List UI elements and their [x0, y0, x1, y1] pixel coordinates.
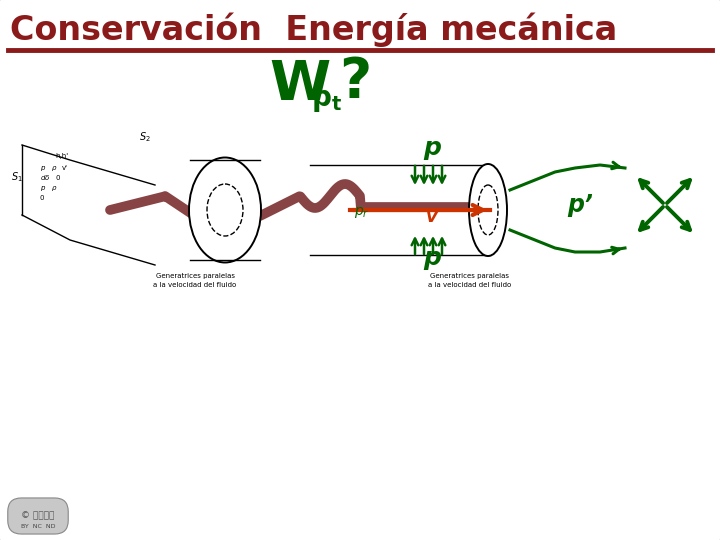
- Text: p: p: [423, 136, 441, 160]
- Text: BY  NC  ND: BY NC ND: [21, 523, 55, 529]
- Text: Conservación  Energía mecánica: Conservación Energía mecánica: [10, 13, 617, 47]
- Text: 0: 0: [40, 195, 45, 201]
- Ellipse shape: [189, 158, 261, 262]
- Text: ?: ?: [339, 55, 371, 109]
- Text: 0: 0: [55, 175, 60, 181]
- Text: a la velocidad del fluido: a la velocidad del fluido: [153, 282, 237, 288]
- Ellipse shape: [207, 184, 243, 236]
- Text: $S_1$: $S_1$: [11, 170, 23, 184]
- Text: Generatrices paralelas: Generatrices paralelas: [431, 273, 510, 279]
- Text: © ⓑⓒⓓⓔ: © ⓑⓒⓓⓔ: [22, 511, 55, 521]
- Text: $p\quad\rho$: $p\quad\rho$: [40, 164, 58, 173]
- Text: v': v': [62, 165, 68, 171]
- Text: p: p: [423, 246, 441, 270]
- Text: $p_r$: $p_r$: [354, 205, 369, 220]
- Text: $S_2$: $S_2$: [139, 130, 151, 144]
- Text: $\mathbf{p_t}$: $\mathbf{p_t}$: [312, 86, 343, 114]
- Text: Generatrices paralelas: Generatrices paralelas: [156, 273, 235, 279]
- Text: $d\delta$: $d\delta$: [40, 173, 50, 182]
- Ellipse shape: [478, 185, 498, 235]
- Text: p’: p’: [567, 193, 593, 217]
- Text: v: v: [426, 208, 438, 226]
- Text: $p\quad\rho$: $p\quad\rho$: [40, 184, 58, 193]
- Text: $\mathbf{W}$: $\mathbf{W}$: [269, 58, 330, 112]
- Text: a la velocidad del fluido: a la velocidad del fluido: [428, 282, 512, 288]
- Text: h,h': h,h': [55, 153, 68, 159]
- Ellipse shape: [469, 164, 507, 256]
